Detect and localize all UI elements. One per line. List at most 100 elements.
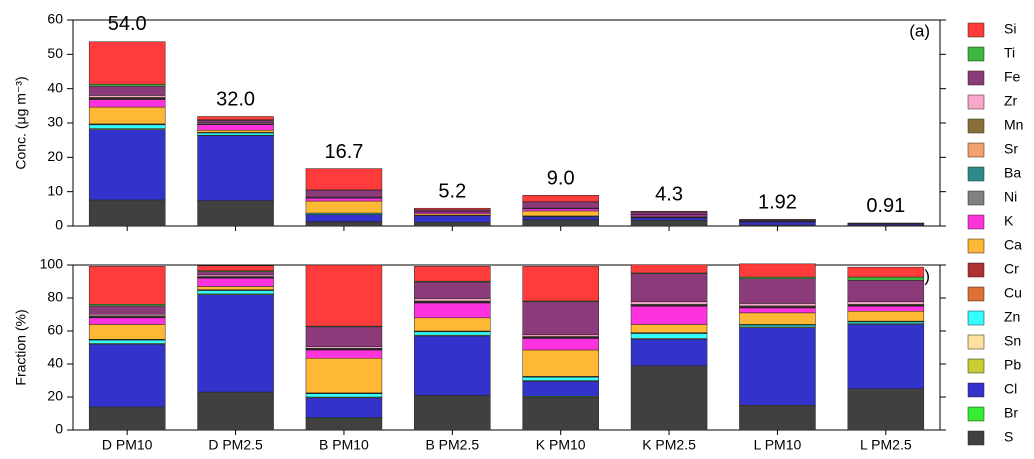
bar-segment <box>414 302 491 319</box>
bar-segment <box>630 264 708 274</box>
bar-segment <box>197 135 274 201</box>
bar-segment <box>739 278 816 304</box>
bar-segment <box>630 211 708 215</box>
bar-segment <box>739 307 816 314</box>
legend-swatch <box>967 22 985 38</box>
legend-label: Fe <box>1004 69 1021 85</box>
legend-label: Sn <box>1004 333 1021 349</box>
legend-swatch <box>967 406 985 422</box>
total-label: 4.3 <box>655 184 683 206</box>
legend-swatch <box>967 142 985 158</box>
bar-segment <box>739 221 816 226</box>
bar-segment <box>847 324 925 389</box>
legend-swatch <box>967 118 985 134</box>
bar-segment <box>197 277 274 287</box>
bar-segment <box>414 209 491 212</box>
bar-segment <box>88 84 166 87</box>
panel-annotation: (a) <box>909 21 930 40</box>
y-tick-label: 30 <box>47 114 63 130</box>
legend-swatch <box>967 382 985 398</box>
bar-segment <box>305 189 383 198</box>
bar-segment <box>305 221 383 227</box>
bar-segment <box>197 294 274 393</box>
bar-segment <box>88 339 166 344</box>
x-tick-label: B PM2.5 <box>425 437 479 453</box>
bar-segment <box>522 338 599 351</box>
y-tick-label: 20 <box>47 388 63 404</box>
legend-label: Mn <box>1004 117 1023 133</box>
bar-segment <box>414 331 491 336</box>
bar-segment <box>414 222 491 227</box>
legend-swatch <box>967 358 985 374</box>
bar-segment <box>197 286 274 291</box>
bar-segment <box>414 317 491 332</box>
legend-swatch <box>967 166 985 182</box>
y-tick-label: 10 <box>47 182 63 198</box>
legend-swatch <box>967 214 985 230</box>
bar-segment <box>88 343 166 408</box>
y-tick-label: 60 <box>47 322 63 338</box>
legend-label: Pb <box>1004 357 1021 373</box>
legend-swatch <box>967 430 985 446</box>
bar-segment <box>630 333 708 339</box>
y-axis-label: Conc. (μg m⁻³) <box>13 76 29 169</box>
legend-label: Ca <box>1004 237 1022 253</box>
legend-label: K <box>1004 213 1014 229</box>
bar-segment <box>197 290 274 295</box>
x-tick-label: B PM10 <box>319 437 369 453</box>
bar-segment <box>88 324 166 340</box>
total-label: 54.0 <box>108 13 147 35</box>
legend-swatch <box>967 94 985 110</box>
x-tick-label: L PM10 <box>754 437 802 453</box>
bar-segment <box>522 208 599 212</box>
bar-segment <box>414 395 491 431</box>
legend-swatch <box>967 238 985 254</box>
legend-label: Sr <box>1004 141 1018 157</box>
bar-segment <box>522 301 599 336</box>
bar-segment <box>739 405 816 431</box>
x-tick-label: D PM2.5 <box>208 437 263 453</box>
legend-swatch <box>967 310 985 326</box>
legend-label: Zn <box>1004 309 1020 325</box>
legend-swatch <box>967 262 985 278</box>
total-label: 5.2 <box>438 180 466 202</box>
legend-swatch <box>967 334 985 350</box>
legend-label: Si <box>1004 21 1016 37</box>
y-tick-label: 100 <box>40 256 64 272</box>
bar-segment <box>630 306 708 325</box>
bar-segment <box>414 335 491 396</box>
bar-segment <box>197 120 274 123</box>
legend-label: Ba <box>1004 165 1021 181</box>
x-tick-label: K PM2.5 <box>642 437 696 453</box>
bar-segment <box>88 305 166 315</box>
bar-segment <box>88 266 166 305</box>
bar-segment <box>88 99 166 108</box>
bar-segment <box>630 339 708 366</box>
bar-segment <box>88 129 166 201</box>
bar-segment <box>305 264 383 327</box>
bar-segment <box>88 95 166 98</box>
bar-segment <box>305 326 383 347</box>
bar-segment <box>739 303 816 307</box>
bar-segment <box>630 210 708 213</box>
bar-segment <box>88 199 166 227</box>
y-tick-label: 50 <box>47 45 63 61</box>
bar-segment <box>522 201 599 209</box>
legend-swatch <box>967 70 985 86</box>
bar-segment <box>630 273 708 303</box>
bar-segment <box>630 219 708 227</box>
y-tick-label: 40 <box>47 355 63 371</box>
bar-segment <box>197 132 274 136</box>
bar-segment <box>197 271 274 276</box>
total-label: 1.92 <box>758 192 797 214</box>
bar-segment <box>630 324 708 333</box>
total-label: 16.7 <box>324 141 363 163</box>
bar-segment <box>197 116 274 121</box>
x-tick-label: L PM2.5 <box>860 437 912 453</box>
legend-swatch <box>967 46 985 62</box>
bar-segment <box>305 418 383 431</box>
bar-segment <box>197 265 274 272</box>
y-tick-label: 0 <box>55 421 63 437</box>
bar-segment <box>847 306 925 312</box>
y-tick-label: 40 <box>47 79 63 95</box>
